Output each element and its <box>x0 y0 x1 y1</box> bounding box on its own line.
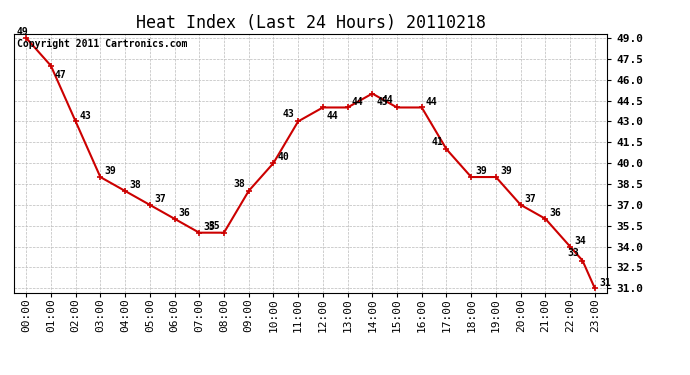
Text: 39: 39 <box>104 166 116 176</box>
Text: 44: 44 <box>327 111 339 121</box>
Text: 37: 37 <box>525 194 537 204</box>
Text: 45: 45 <box>377 97 388 106</box>
Text: 39: 39 <box>475 166 487 176</box>
Text: 37: 37 <box>154 194 166 204</box>
Text: 34: 34 <box>574 236 586 246</box>
Text: 35: 35 <box>208 220 220 231</box>
Text: 43: 43 <box>80 111 92 121</box>
Text: 44: 44 <box>382 95 393 105</box>
Text: 31: 31 <box>599 278 611 288</box>
Text: 38: 38 <box>233 179 245 189</box>
Text: 33: 33 <box>567 248 579 258</box>
Text: 49: 49 <box>17 27 28 37</box>
Text: 38: 38 <box>129 180 141 190</box>
Text: Copyright 2011 Cartronics.com: Copyright 2011 Cartronics.com <box>17 39 187 49</box>
Text: 47: 47 <box>55 70 67 80</box>
Text: 36: 36 <box>179 208 190 218</box>
Title: Heat Index (Last 24 Hours) 20110218: Heat Index (Last 24 Hours) 20110218 <box>135 14 486 32</box>
Text: 44: 44 <box>352 97 364 107</box>
Text: 40: 40 <box>277 152 289 162</box>
Text: 35: 35 <box>204 222 215 232</box>
Text: 39: 39 <box>500 166 512 176</box>
Text: 36: 36 <box>549 208 561 218</box>
Text: 43: 43 <box>283 109 295 119</box>
Text: 44: 44 <box>426 97 437 107</box>
Text: 41: 41 <box>431 137 443 147</box>
